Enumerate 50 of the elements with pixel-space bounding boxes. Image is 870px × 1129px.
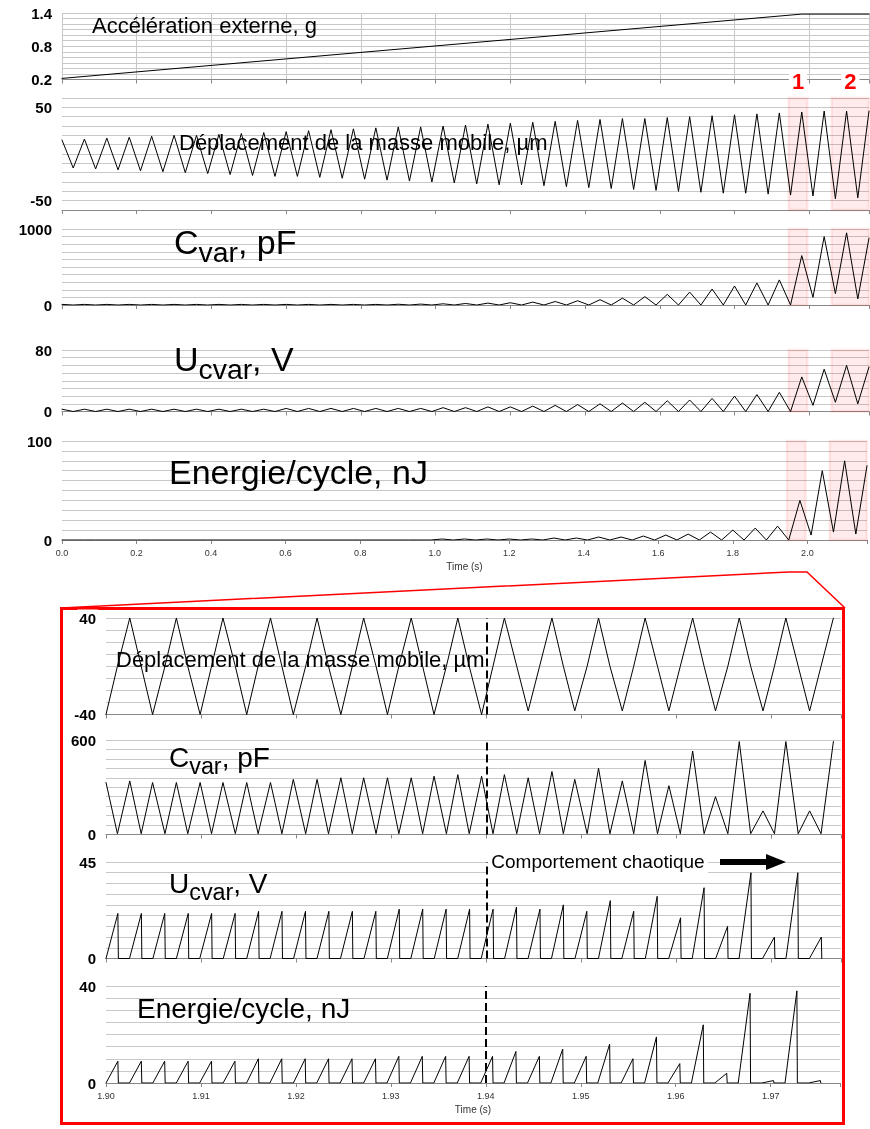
x-tick-label: 1.92 [287,1090,305,1101]
x-tick-label: 2.0 [801,547,814,558]
y-tick-label: 1.4 [31,4,53,22]
y-tick-label: 50 [35,98,52,116]
x-tick-label: 1.93 [382,1090,400,1101]
x-axis-title: Time (s) [454,1104,492,1116]
x-tick-label: 1.94 [477,1090,495,1101]
y-tick-label: 40 [79,977,96,995]
x-tick-label: 1.91 [192,1090,210,1101]
chart-title: C$_{var}$, pF [168,742,271,780]
y-tick-label: 80 [35,341,52,359]
chart-title: U$_{cvar}$, V [173,339,295,385]
y-tick-label: 0 [43,403,52,420]
x-tick-label: 0.2 [130,547,143,558]
y-tick-label: 45 [79,853,96,871]
y-tick-label: 1000 [18,220,52,238]
y-tick-label: 600 [70,731,96,749]
band-label: 2 [844,69,857,95]
chart-title: Energie/cycle, nJ [136,993,352,1026]
y-tick-label: 0 [87,826,96,843]
x-tick-label: 0.6 [279,547,292,558]
chart-title: C$_{var}$, pF [173,222,298,268]
y-tick-label: 40 [79,609,96,627]
x-tick-label: 1.90 [97,1090,115,1101]
x-tick-label: 1.95 [572,1090,590,1101]
x-axis-title: Time (s) [446,561,483,573]
y-tick-label: 0.2 [31,71,52,88]
chart-title: U$_{cvar}$, V [168,868,269,906]
y-tick-label: 0 [87,950,96,967]
chart-title: Accélération externe, g [91,12,319,39]
annotation: Comportement chaotique [488,850,708,874]
y-tick-label: 100 [26,432,52,450]
y-tick-label: 0.8 [31,37,52,55]
x-tick-label: 0.4 [204,547,218,558]
y-tick-label: 0 [43,531,52,549]
x-tick-label: 0.0 [55,547,69,558]
y-tick-label: -40 [74,706,96,723]
x-tick-label: 1.0 [428,547,441,558]
y-tick-label: 0 [43,296,52,314]
x-tick-label: 1.2 [502,547,516,558]
y-tick-label: -50 [30,192,52,210]
band-label: 1 [791,69,805,95]
chart-title: Energie/cycle, nJ [168,452,429,492]
x-tick-label: 0.8 [353,547,367,558]
x-tick-label: 1.6 [652,547,665,558]
x-tick-label: 1.8 [726,547,740,558]
y-tick-label: 0 [87,1074,96,1092]
x-tick-label: 1.97 [761,1090,780,1101]
x-tick-label: 1.96 [666,1090,685,1101]
x-tick-label: 1.4 [577,547,591,558]
